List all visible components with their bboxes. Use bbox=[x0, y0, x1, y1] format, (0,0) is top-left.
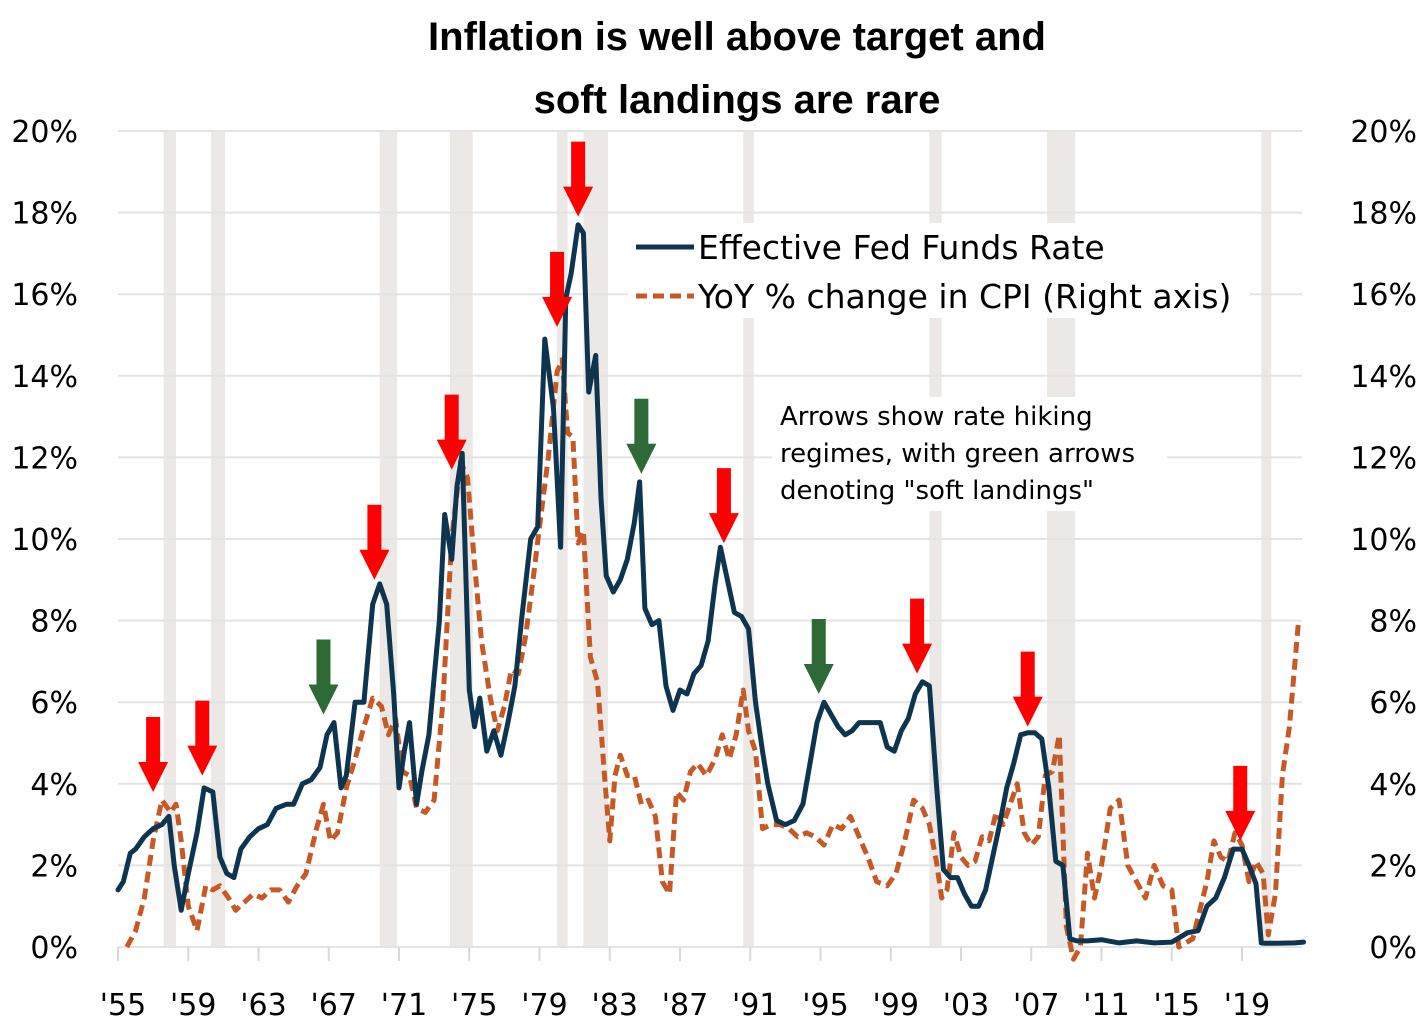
y-tick-label-left: 18% bbox=[11, 197, 78, 232]
green-arrow bbox=[308, 639, 339, 715]
y-tick-label-left: 4% bbox=[30, 768, 78, 803]
x-tick-label: '19 bbox=[1224, 988, 1270, 1023]
x-tick-label: '83 bbox=[592, 988, 638, 1023]
y-axis-left: 0% 2% 4% 6% 8% 10% 12% 14% 16% 18% 20% bbox=[11, 115, 78, 966]
red-arrow bbox=[1012, 651, 1043, 727]
y-tick-label-right: 18% bbox=[1350, 197, 1417, 232]
y-tick-label-left: 2% bbox=[30, 849, 78, 884]
series-line-cpi bbox=[124, 357, 1301, 962]
red-arrow bbox=[902, 598, 933, 674]
legend-label-fed-funds: Effective Fed Funds Rate bbox=[698, 228, 1105, 267]
legend: Effective Fed Funds Rate YoY % change in… bbox=[636, 228, 1231, 316]
y-tick-label-right: 8% bbox=[1369, 605, 1417, 640]
annotation-line-2: regimes, with green arrows bbox=[780, 439, 1135, 469]
red-arrow bbox=[138, 716, 169, 792]
red-arrow bbox=[708, 468, 739, 544]
annotation: Arrows show rate hiking regimes, with gr… bbox=[780, 402, 1135, 506]
x-tick-label: '95 bbox=[802, 988, 848, 1023]
x-tick-label: '99 bbox=[873, 988, 919, 1023]
x-tick-label: '11 bbox=[1083, 988, 1129, 1023]
y-tick-label-right: 10% bbox=[1350, 523, 1417, 558]
red-arrow bbox=[359, 504, 390, 580]
y-axis-right: 0% 2% 4% 6% 8% 10% 12% 14% 16% 18% 20% bbox=[1350, 115, 1417, 966]
green-arrow bbox=[626, 398, 657, 474]
title-line-1: Inflation is well above target and bbox=[428, 15, 1046, 59]
x-tick-label: '87 bbox=[662, 988, 708, 1023]
y-tick-label-left: 14% bbox=[11, 360, 78, 395]
y-tick-label-right: 12% bbox=[1350, 441, 1417, 476]
y-tick-label-right: 0% bbox=[1369, 931, 1417, 966]
gridlines bbox=[118, 130, 1302, 948]
red-arrow bbox=[187, 700, 218, 776]
x-tick-label: '67 bbox=[311, 988, 357, 1023]
y-tick-label-right: 4% bbox=[1369, 768, 1417, 803]
y-tick-label-left: 12% bbox=[11, 441, 78, 476]
y-tick-label-left: 8% bbox=[30, 605, 78, 640]
x-tick-label: '03 bbox=[943, 988, 989, 1023]
x-tick-label: '59 bbox=[170, 988, 216, 1023]
green-arrow bbox=[803, 619, 834, 695]
series-group bbox=[115, 222, 1306, 962]
y-tick-label-right: 2% bbox=[1369, 849, 1417, 884]
y-tick-label-left: 20% bbox=[11, 115, 78, 150]
y-tick-label-right: 16% bbox=[1350, 278, 1417, 313]
x-tick-label: '71 bbox=[381, 988, 427, 1023]
x-tick-label: '07 bbox=[1013, 988, 1059, 1023]
x-tick-label: '15 bbox=[1154, 988, 1200, 1023]
legend-label-cpi: YoY % change in CPI (Right axis) bbox=[697, 277, 1231, 316]
annotation-line-1: Arrows show rate hiking bbox=[780, 402, 1093, 432]
y-tick-label-left: 16% bbox=[11, 278, 78, 313]
y-tick-label-right: 20% bbox=[1350, 115, 1417, 150]
x-tick-label: '75 bbox=[451, 988, 497, 1023]
red-arrow bbox=[436, 394, 467, 470]
x-tick-label: '91 bbox=[732, 988, 778, 1023]
red-arrow bbox=[1225, 765, 1256, 841]
arrows-group bbox=[138, 141, 1256, 841]
red-arrow bbox=[563, 141, 594, 217]
y-tick-label-right: 6% bbox=[1369, 686, 1417, 721]
x-tick-label: '79 bbox=[521, 988, 567, 1023]
y-tick-label-right: 14% bbox=[1350, 360, 1417, 395]
chart-title: Inflation is well above target and soft … bbox=[428, 15, 1046, 122]
x-axis: '55 '59 '63 '67 '71 '75 '79 '83 '87 '91 '95 '99 '03 '… bbox=[100, 947, 1270, 1023]
legend-background bbox=[628, 223, 1250, 318]
red-arrow bbox=[542, 251, 573, 327]
y-tick-label-left: 0% bbox=[30, 931, 78, 966]
y-tick-label-left: 6% bbox=[30, 686, 78, 721]
x-tick-label: '63 bbox=[240, 988, 286, 1023]
annotation-line-3: denoting "soft landings" bbox=[780, 476, 1094, 506]
x-tick-label: '55 bbox=[100, 988, 146, 1023]
y-tick-label-left: 10% bbox=[11, 523, 78, 558]
series-line-fed-funds bbox=[115, 222, 1306, 946]
title-line-2: soft landings are rare bbox=[534, 78, 941, 122]
annotation-background bbox=[772, 397, 1167, 511]
